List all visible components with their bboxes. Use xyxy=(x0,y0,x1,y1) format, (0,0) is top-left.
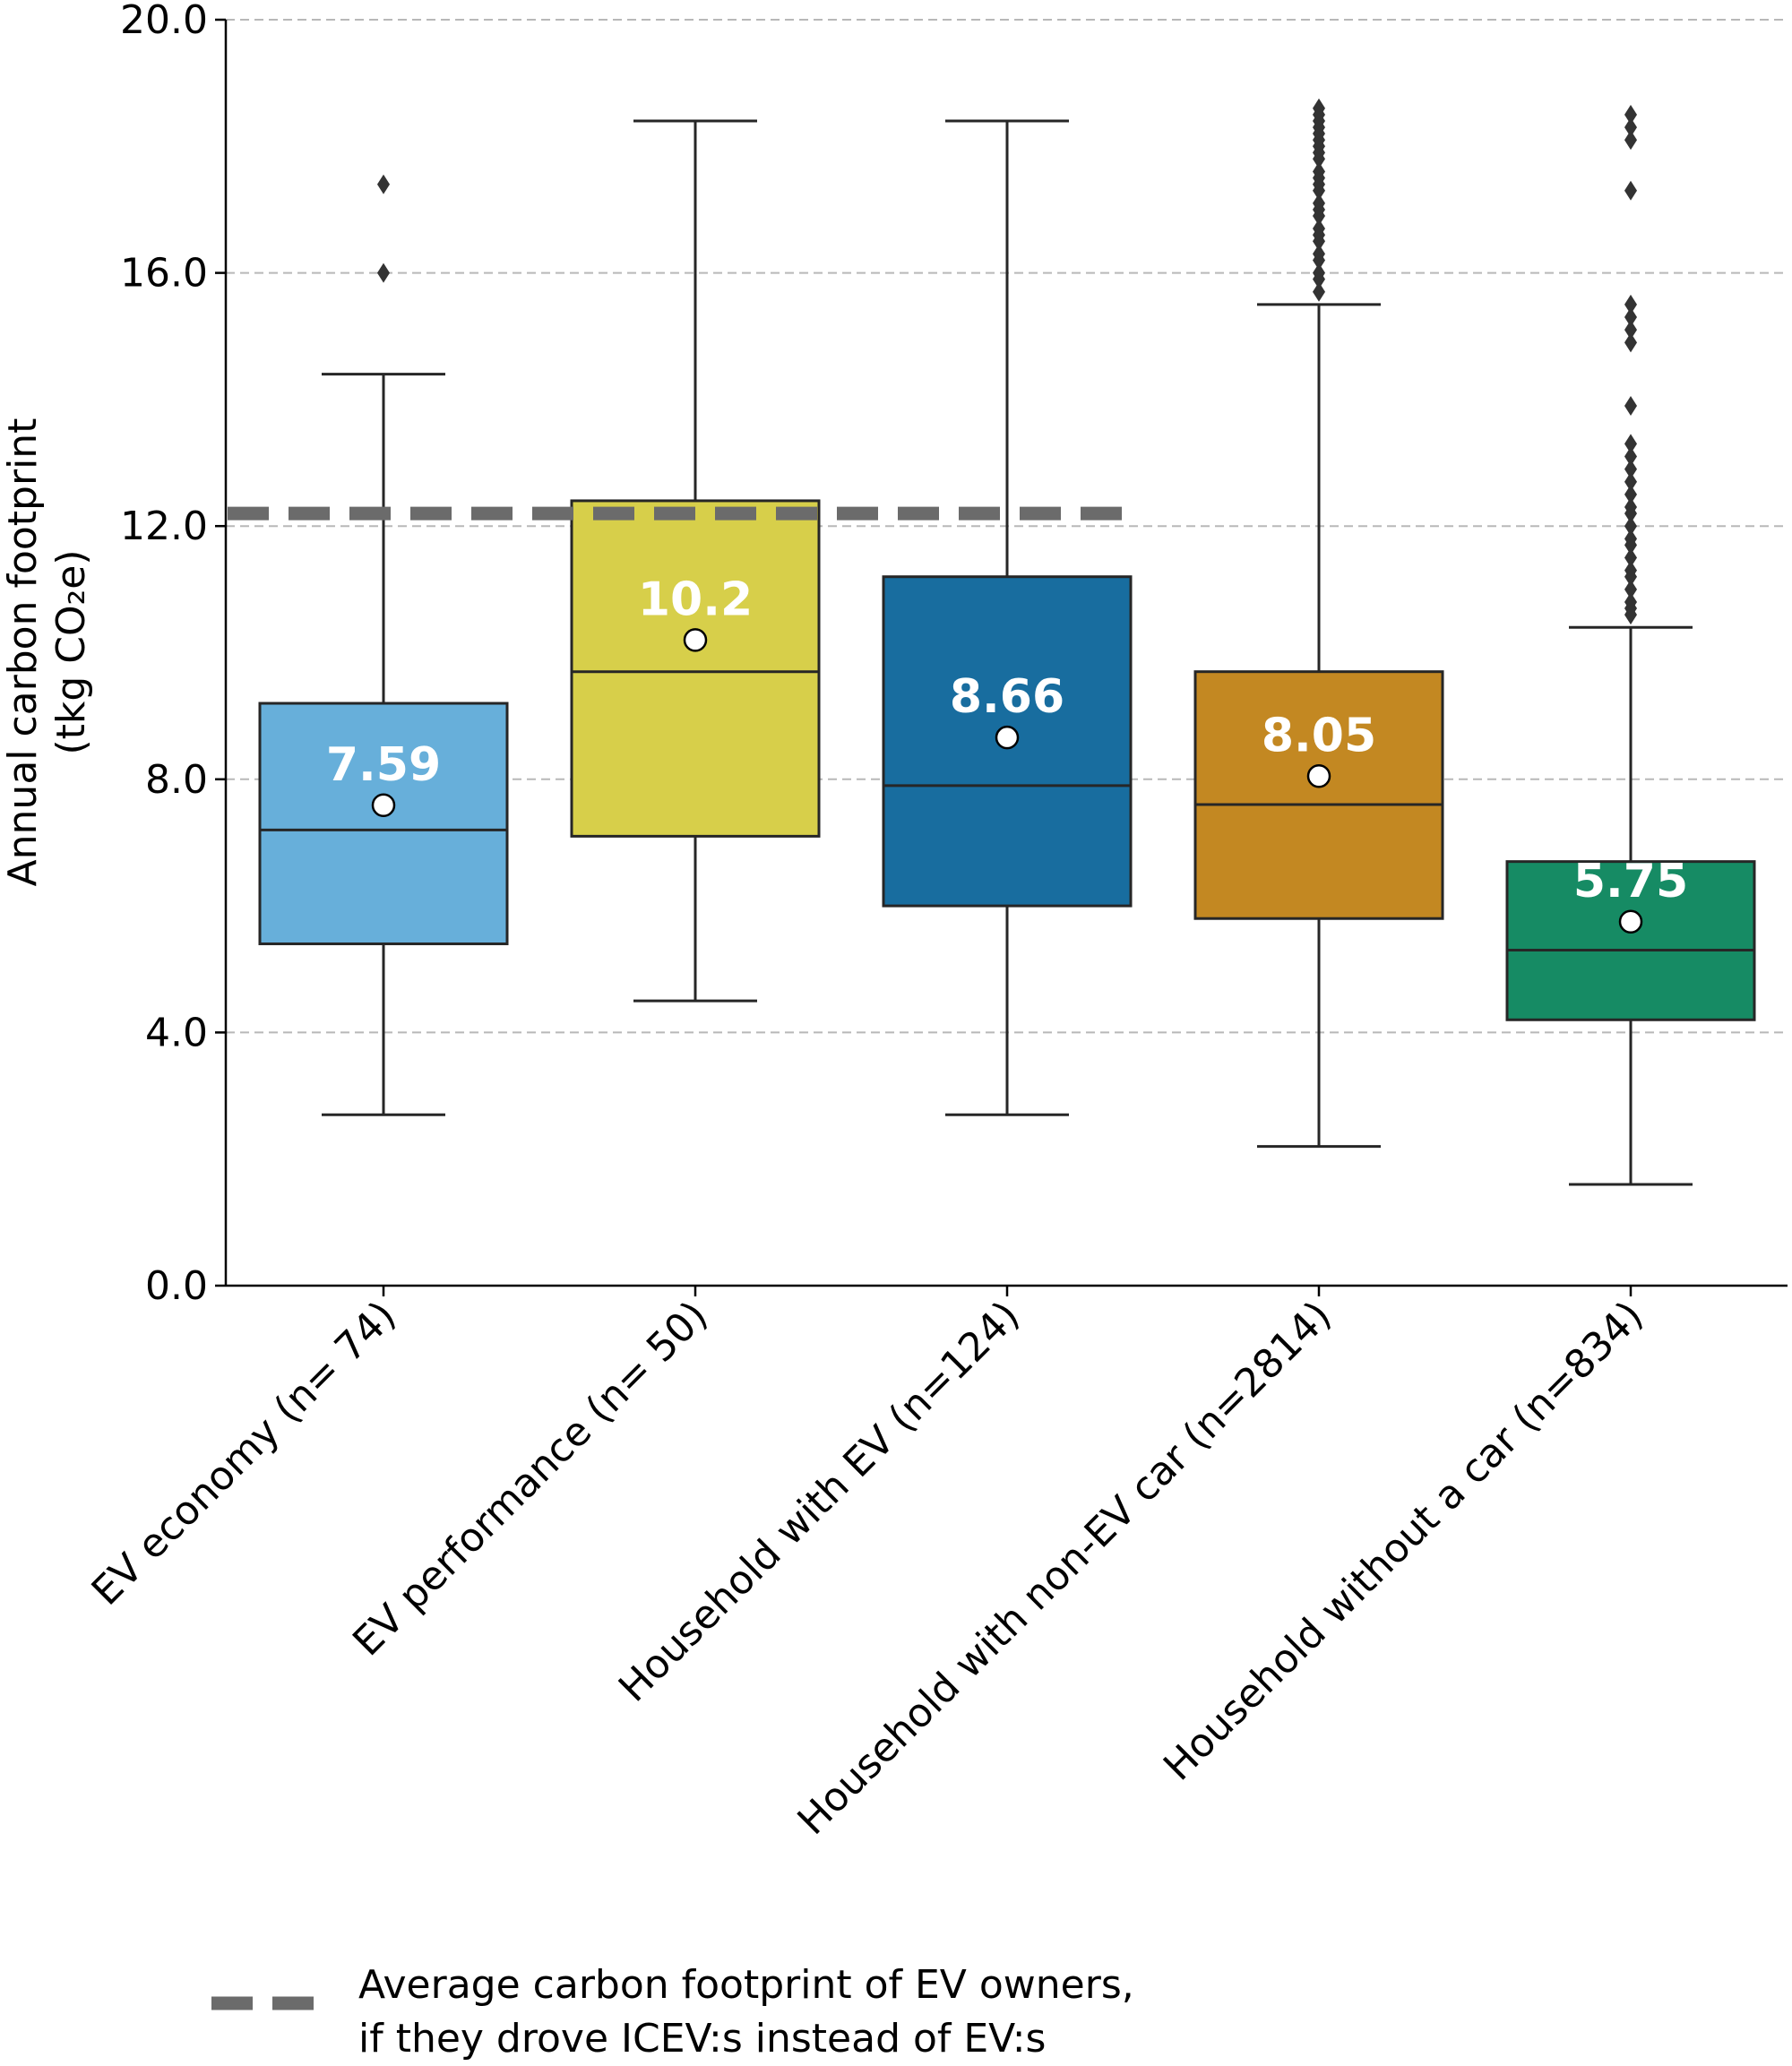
box-group: 7.59 xyxy=(258,174,509,1116)
outlier-point xyxy=(1624,446,1637,467)
legend-text-line2: if they drove ICEV:s instead of EV:s xyxy=(358,2016,1046,2062)
y-tick-label: 12.0 xyxy=(120,504,208,549)
y-axis-title-line2: (tkg CO₂e) xyxy=(48,549,94,754)
mean-marker xyxy=(371,793,396,818)
box-body xyxy=(1505,860,1756,1021)
outlier-point xyxy=(1313,281,1325,302)
x-tick-label: EV performance (n= 50) xyxy=(344,1293,717,1666)
mean-value-label: 8.66 xyxy=(950,670,1064,724)
y-tick-label: 20.0 xyxy=(120,0,208,43)
outlier-point xyxy=(1624,130,1637,151)
outlier-point xyxy=(377,263,390,283)
box-group: 10.2 xyxy=(570,119,821,1003)
outlier-point xyxy=(1624,320,1637,340)
y-ticks: 0.0 4.0 8.0 12.0 16.0 20.0 xyxy=(120,0,226,1309)
box-body xyxy=(1193,670,1444,920)
y-tick-label: 16.0 xyxy=(120,251,208,297)
outlier-point xyxy=(1624,579,1637,599)
legend: Average carbon footprint of EV owners, i… xyxy=(211,1962,1134,2062)
outlier-point xyxy=(1624,529,1637,549)
mean-marker xyxy=(683,628,708,652)
x-tick-label: Household with non-EV car (n=2814) xyxy=(789,1293,1340,1844)
outlier-point xyxy=(1624,484,1637,504)
box-group: 5.75 xyxy=(1505,104,1756,1186)
x-tick-label: Household without a car (n=834) xyxy=(1155,1293,1652,1790)
outlier-point xyxy=(1624,180,1637,201)
y-axis-title: Annual carbon footprint (tkg CO₂e) xyxy=(0,418,94,887)
y-tick-label: 8.0 xyxy=(145,757,208,803)
box-series: 7.59 10.2 8.66 8.05 5.75 xyxy=(258,98,1756,1186)
outlier-point xyxy=(1313,193,1325,213)
mean-value-label: 10.2 xyxy=(638,572,753,626)
box-group: 8.05 xyxy=(1193,98,1444,1149)
mean-marker xyxy=(995,725,1020,750)
mean-value-label: 5.75 xyxy=(1573,855,1688,908)
outlier-point xyxy=(1624,332,1637,353)
outlier-point xyxy=(1313,263,1325,283)
box-body xyxy=(570,499,821,838)
outlier-point xyxy=(1624,560,1637,581)
outlier-point xyxy=(1624,459,1637,479)
mean-marker xyxy=(1618,909,1643,934)
outlier-point xyxy=(1624,434,1637,454)
outlier-point xyxy=(1624,117,1637,138)
outlier-point xyxy=(1624,307,1637,328)
outlier-point xyxy=(1624,591,1637,612)
mean-value-label: 8.05 xyxy=(1262,709,1376,762)
mean-value-label: 7.59 xyxy=(326,738,441,792)
outlier-point xyxy=(1313,244,1325,264)
outlier-point xyxy=(377,174,390,194)
outlier-point xyxy=(1624,516,1637,537)
y-axis-title-line1: Annual carbon footprint xyxy=(0,418,46,887)
legend-text-line1: Average carbon footprint of EV owners, xyxy=(358,1962,1134,2008)
outlier-point xyxy=(1624,395,1637,416)
x-ticks: EV economy (n= 74)EV performance (n= 50)… xyxy=(83,1286,1652,1844)
box-group: 8.66 xyxy=(882,119,1133,1116)
outlier-point xyxy=(1624,497,1637,518)
outlier-point xyxy=(1624,547,1637,568)
outlier-point xyxy=(1313,219,1325,239)
x-tick-label: EV economy (n= 74) xyxy=(83,1293,405,1614)
outlier-point xyxy=(1624,471,1637,492)
mean-marker xyxy=(1306,764,1331,788)
outlier-point xyxy=(1624,104,1637,125)
outlier-point xyxy=(1313,161,1325,182)
outlier-point xyxy=(1313,98,1325,118)
y-tick-label: 0.0 xyxy=(145,1263,208,1309)
y-tick-label: 4.0 xyxy=(145,1010,208,1055)
box-body xyxy=(258,702,509,945)
outlier-point xyxy=(1624,294,1637,314)
